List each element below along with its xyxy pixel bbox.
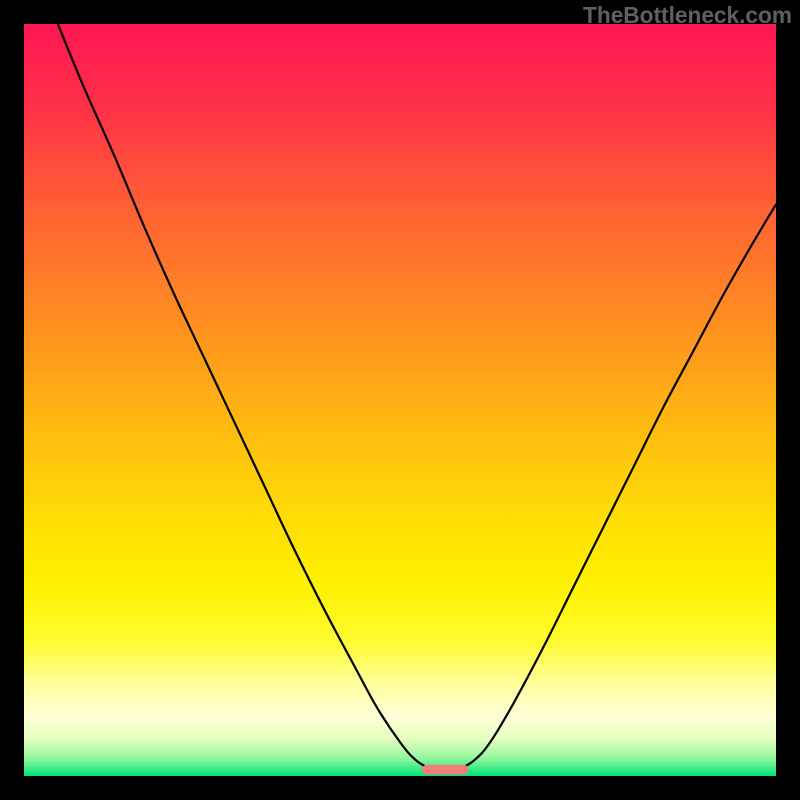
image-container: TheBottleneck.com (0, 0, 800, 800)
chart-background (24, 24, 776, 776)
bottleneck-chart (24, 24, 776, 776)
chart-svg (24, 24, 776, 776)
optimal-marker (422, 765, 469, 775)
watermark-text: TheBottleneck.com (583, 2, 792, 29)
